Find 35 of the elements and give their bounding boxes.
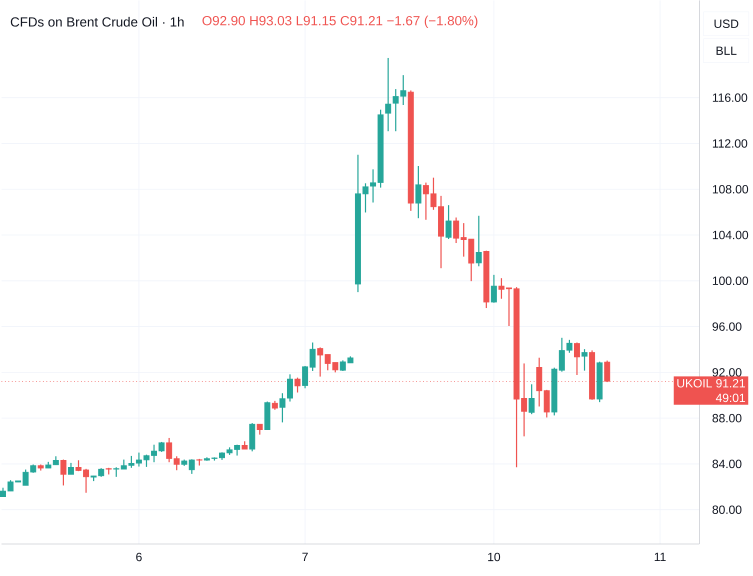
candlestick xyxy=(490,274,497,304)
candlestick xyxy=(385,57,392,132)
candlestick xyxy=(60,458,66,486)
ref-line-label: UKOIL 91.21 xyxy=(677,378,745,388)
y-tick-label: 100.00 xyxy=(712,276,748,285)
y-tick-label: 88.00 xyxy=(712,414,742,422)
candlestick xyxy=(476,215,482,267)
y-tick-label: 116.00 xyxy=(712,93,748,102)
x-tick-label: 11 xyxy=(654,552,666,561)
x-tick-label: 7 xyxy=(302,552,308,561)
y-tick-label: 112.00 xyxy=(712,139,748,148)
y-tick-label: 108.00 xyxy=(712,184,748,194)
candlestick xyxy=(286,374,293,402)
candlestick xyxy=(528,384,535,415)
text: BLL xyxy=(716,46,736,55)
candlestick xyxy=(106,467,112,476)
x-tick-label: 6 xyxy=(136,552,142,562)
candlestick xyxy=(446,204,452,240)
y-tick-label: 84.00 xyxy=(712,460,742,468)
candlestick xyxy=(68,462,74,476)
candlestick xyxy=(574,342,580,376)
y-tick-label: 104.00 xyxy=(712,230,748,240)
candlestick xyxy=(294,376,301,394)
candlestick xyxy=(582,348,588,372)
text: CFDs on Brent Crude Oil · 1h xyxy=(10,16,184,27)
text: O92.90 H93.03 L91.15 C91.21 −1.67 (−1.80%) xyxy=(202,16,478,28)
y-tick-label: 96.00 xyxy=(712,322,742,331)
y-tick-label: 80.00 xyxy=(712,505,742,514)
text: 49:01 xyxy=(716,394,745,402)
y-tick-label: 92.00 xyxy=(712,368,742,377)
candlestick xyxy=(415,165,422,219)
candlestick xyxy=(256,423,263,436)
candlestick xyxy=(279,392,286,423)
x-tick-label: 10 xyxy=(488,552,500,562)
text: USD xyxy=(714,20,738,28)
